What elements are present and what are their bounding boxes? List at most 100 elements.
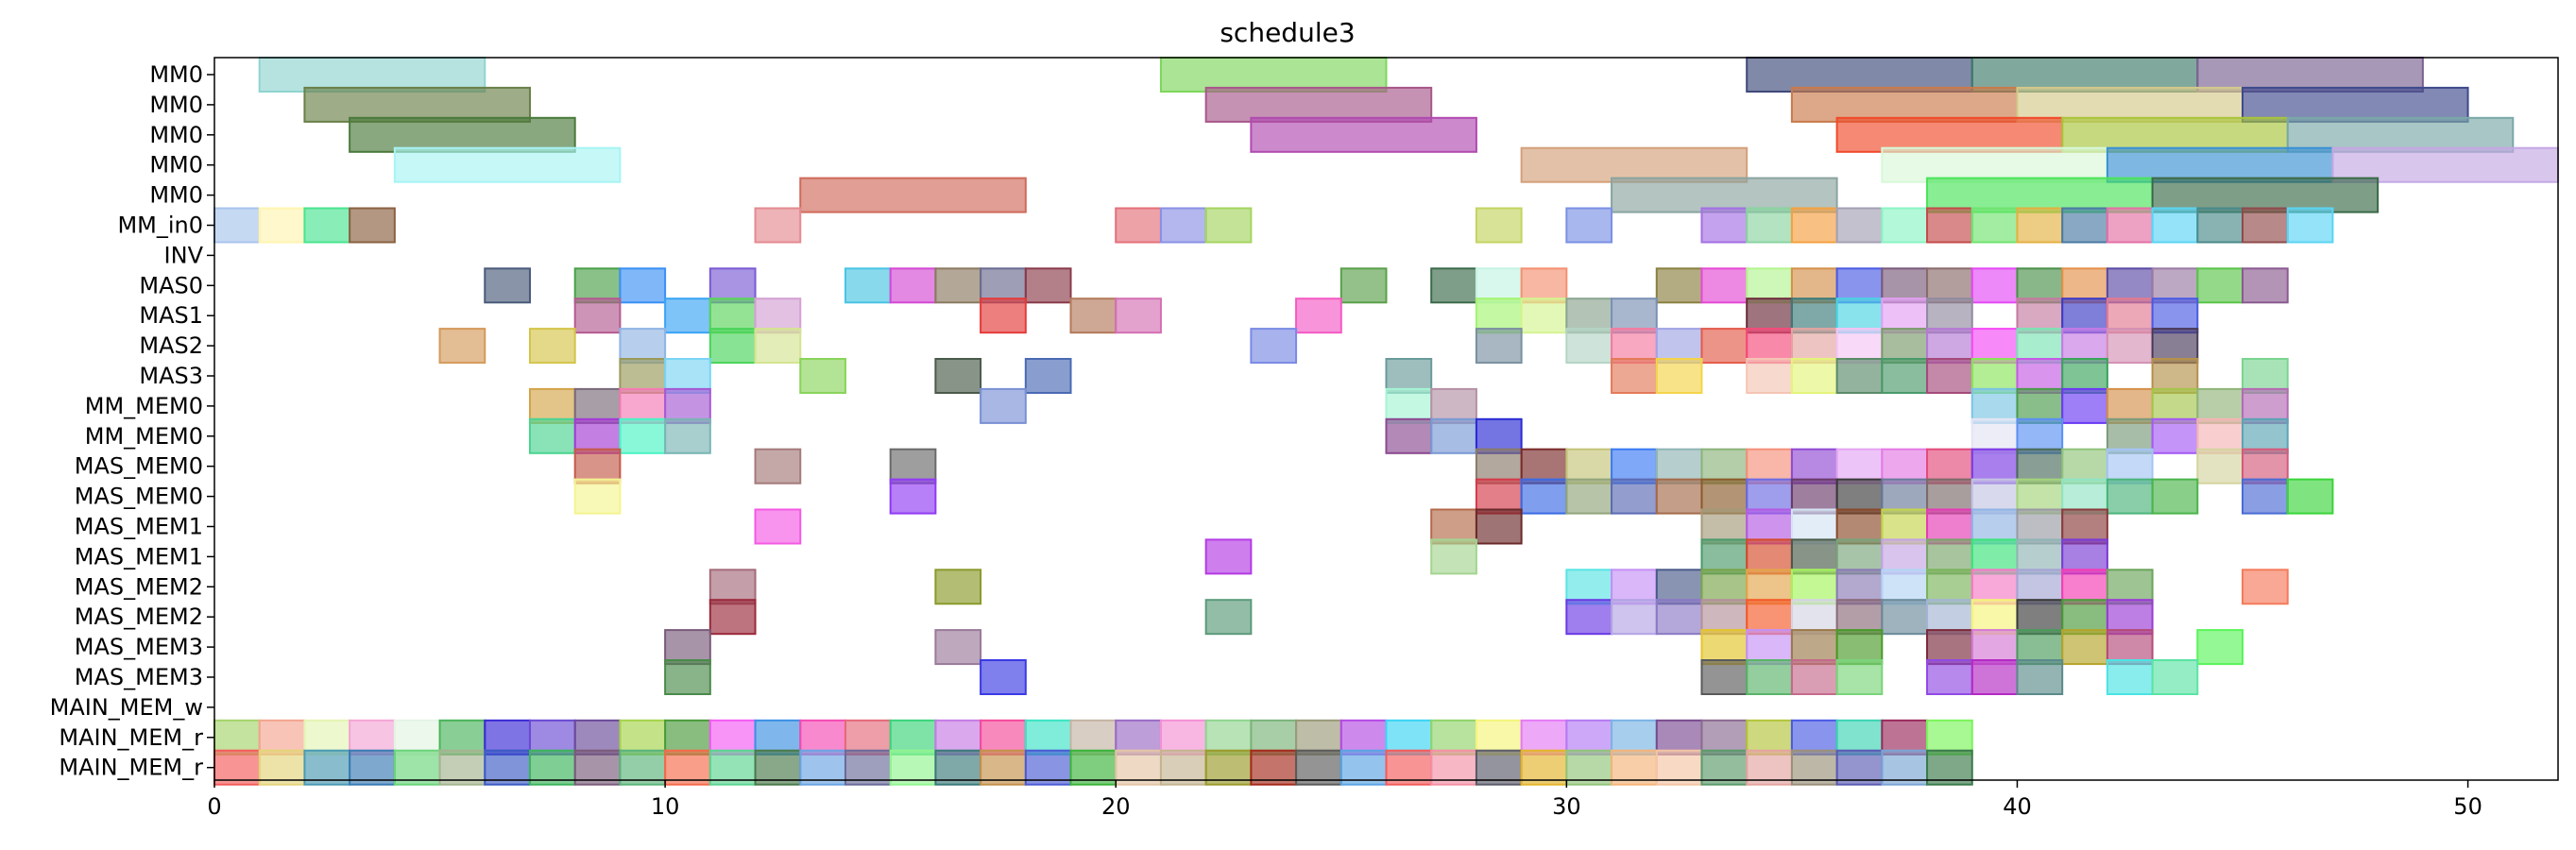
task-bar xyxy=(2016,298,2064,334)
task-bar xyxy=(1746,298,1793,334)
x-axis: 0 10 20 30 40 50 xyxy=(207,780,2482,820)
task-bar xyxy=(1970,478,2019,515)
task-bar xyxy=(1430,417,1477,454)
y-tick-label: MAIN_MEM_w xyxy=(50,694,203,721)
task-bar xyxy=(1790,749,1838,786)
task-bar xyxy=(1565,448,1613,484)
task-bar xyxy=(664,629,711,666)
task-bar xyxy=(528,719,576,756)
task-bar xyxy=(754,448,802,484)
task-bar xyxy=(1700,569,1749,605)
task-bar xyxy=(799,177,1027,213)
task-bar xyxy=(573,478,622,515)
task-bar xyxy=(2061,478,2108,515)
task-bar xyxy=(1655,358,1703,394)
task-bar xyxy=(708,328,757,365)
task-bar xyxy=(1430,387,1477,424)
task-bar xyxy=(393,719,441,756)
task-bar xyxy=(1881,298,1929,334)
task-bar xyxy=(1385,719,1433,756)
task-bar xyxy=(1565,719,1613,756)
task-bar xyxy=(664,298,711,334)
task-bar xyxy=(1700,749,1749,786)
task-bar xyxy=(1926,719,1973,756)
task-bar xyxy=(1881,328,1929,365)
task-bar xyxy=(2242,86,2469,123)
task-bar xyxy=(1655,478,1703,515)
task-bar xyxy=(1655,719,1703,756)
x-tick-label: 40 xyxy=(2003,793,2032,820)
task-bar xyxy=(2016,569,2064,605)
task-bar xyxy=(1611,448,1658,484)
task-bar xyxy=(1926,298,1973,334)
task-bar xyxy=(980,298,1027,334)
task-bar xyxy=(1565,298,1613,334)
task-bar xyxy=(1746,599,1793,636)
task-bar xyxy=(1250,116,1477,153)
task-bar xyxy=(1250,719,1298,756)
y-tick-label: MAS3 xyxy=(139,363,203,389)
task-bar xyxy=(2196,387,2244,424)
plot-frame xyxy=(213,57,2559,781)
task-bar xyxy=(1790,538,1838,575)
x-tick-label: 50 xyxy=(2453,793,2482,820)
task-bar xyxy=(1611,328,1658,365)
task-bar xyxy=(1430,749,1477,786)
task-bar xyxy=(1385,358,1433,394)
task-bar xyxy=(1385,749,1433,786)
task-bar xyxy=(1881,719,1929,756)
task-bar xyxy=(1204,749,1253,786)
task-bar xyxy=(2151,478,2199,515)
task-bar xyxy=(1655,599,1703,636)
task-bar xyxy=(1926,177,2154,213)
y-tick-label: MM_MEM0 xyxy=(85,393,203,419)
task-bar xyxy=(1970,448,2019,484)
task-bar xyxy=(1700,448,1749,484)
task-bar xyxy=(1835,298,1884,334)
task-bar xyxy=(980,719,1027,756)
task-bar xyxy=(1926,569,1973,605)
task-bar xyxy=(799,358,846,394)
task-bar xyxy=(213,207,261,244)
task-bar xyxy=(573,298,622,334)
task-bar xyxy=(1835,569,1884,605)
task-bar xyxy=(1204,86,1433,123)
task-bar xyxy=(1204,719,1253,756)
task-bar xyxy=(1790,478,1838,515)
task-bar xyxy=(2061,358,2108,394)
task-bar xyxy=(1835,629,1884,666)
task-bar xyxy=(1611,719,1658,756)
task-bar xyxy=(1700,659,1749,695)
task-bar xyxy=(2106,448,2154,484)
task-bar xyxy=(573,267,622,304)
task-bar xyxy=(1746,629,1793,666)
task-bar xyxy=(1430,719,1477,756)
task-bar xyxy=(934,267,982,304)
task-bar xyxy=(1835,478,1884,515)
task-bar xyxy=(664,719,711,756)
task-bar xyxy=(1970,358,2019,394)
task-bar xyxy=(1700,538,1749,575)
task-bar xyxy=(619,719,667,756)
task-bar xyxy=(1295,749,1342,786)
task-bar xyxy=(844,267,892,304)
task-bar xyxy=(1926,599,1973,636)
task-bar xyxy=(1926,207,1973,244)
task-bar xyxy=(889,749,937,786)
task-bar xyxy=(1835,599,1884,636)
y-tick-label: MM0 xyxy=(149,61,203,88)
task-bar xyxy=(1926,328,1973,365)
task-bar xyxy=(1655,267,1703,304)
task-bar xyxy=(1926,508,1973,545)
task-bar xyxy=(1881,569,1929,605)
task-bar xyxy=(1926,478,1973,515)
task-bar xyxy=(1250,328,1298,365)
task-bar xyxy=(1746,749,1793,786)
task-bar xyxy=(528,328,576,365)
task-bar xyxy=(1069,298,1117,334)
task-bar xyxy=(1746,659,1793,695)
y-tick-label: MAIN_MEM_r xyxy=(59,724,203,751)
task-bar xyxy=(1115,719,1162,756)
task-bar xyxy=(2016,659,2064,695)
task-bar xyxy=(664,417,711,454)
